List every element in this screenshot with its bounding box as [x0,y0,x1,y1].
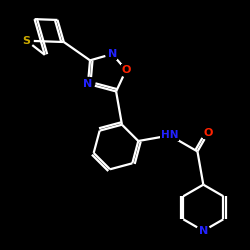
Text: N: N [108,49,117,59]
Text: O: O [122,65,131,75]
Text: N: N [83,79,92,89]
Text: N: N [199,226,208,236]
Text: HN: HN [161,130,178,140]
Text: S: S [23,36,31,46]
Text: O: O [204,128,213,138]
